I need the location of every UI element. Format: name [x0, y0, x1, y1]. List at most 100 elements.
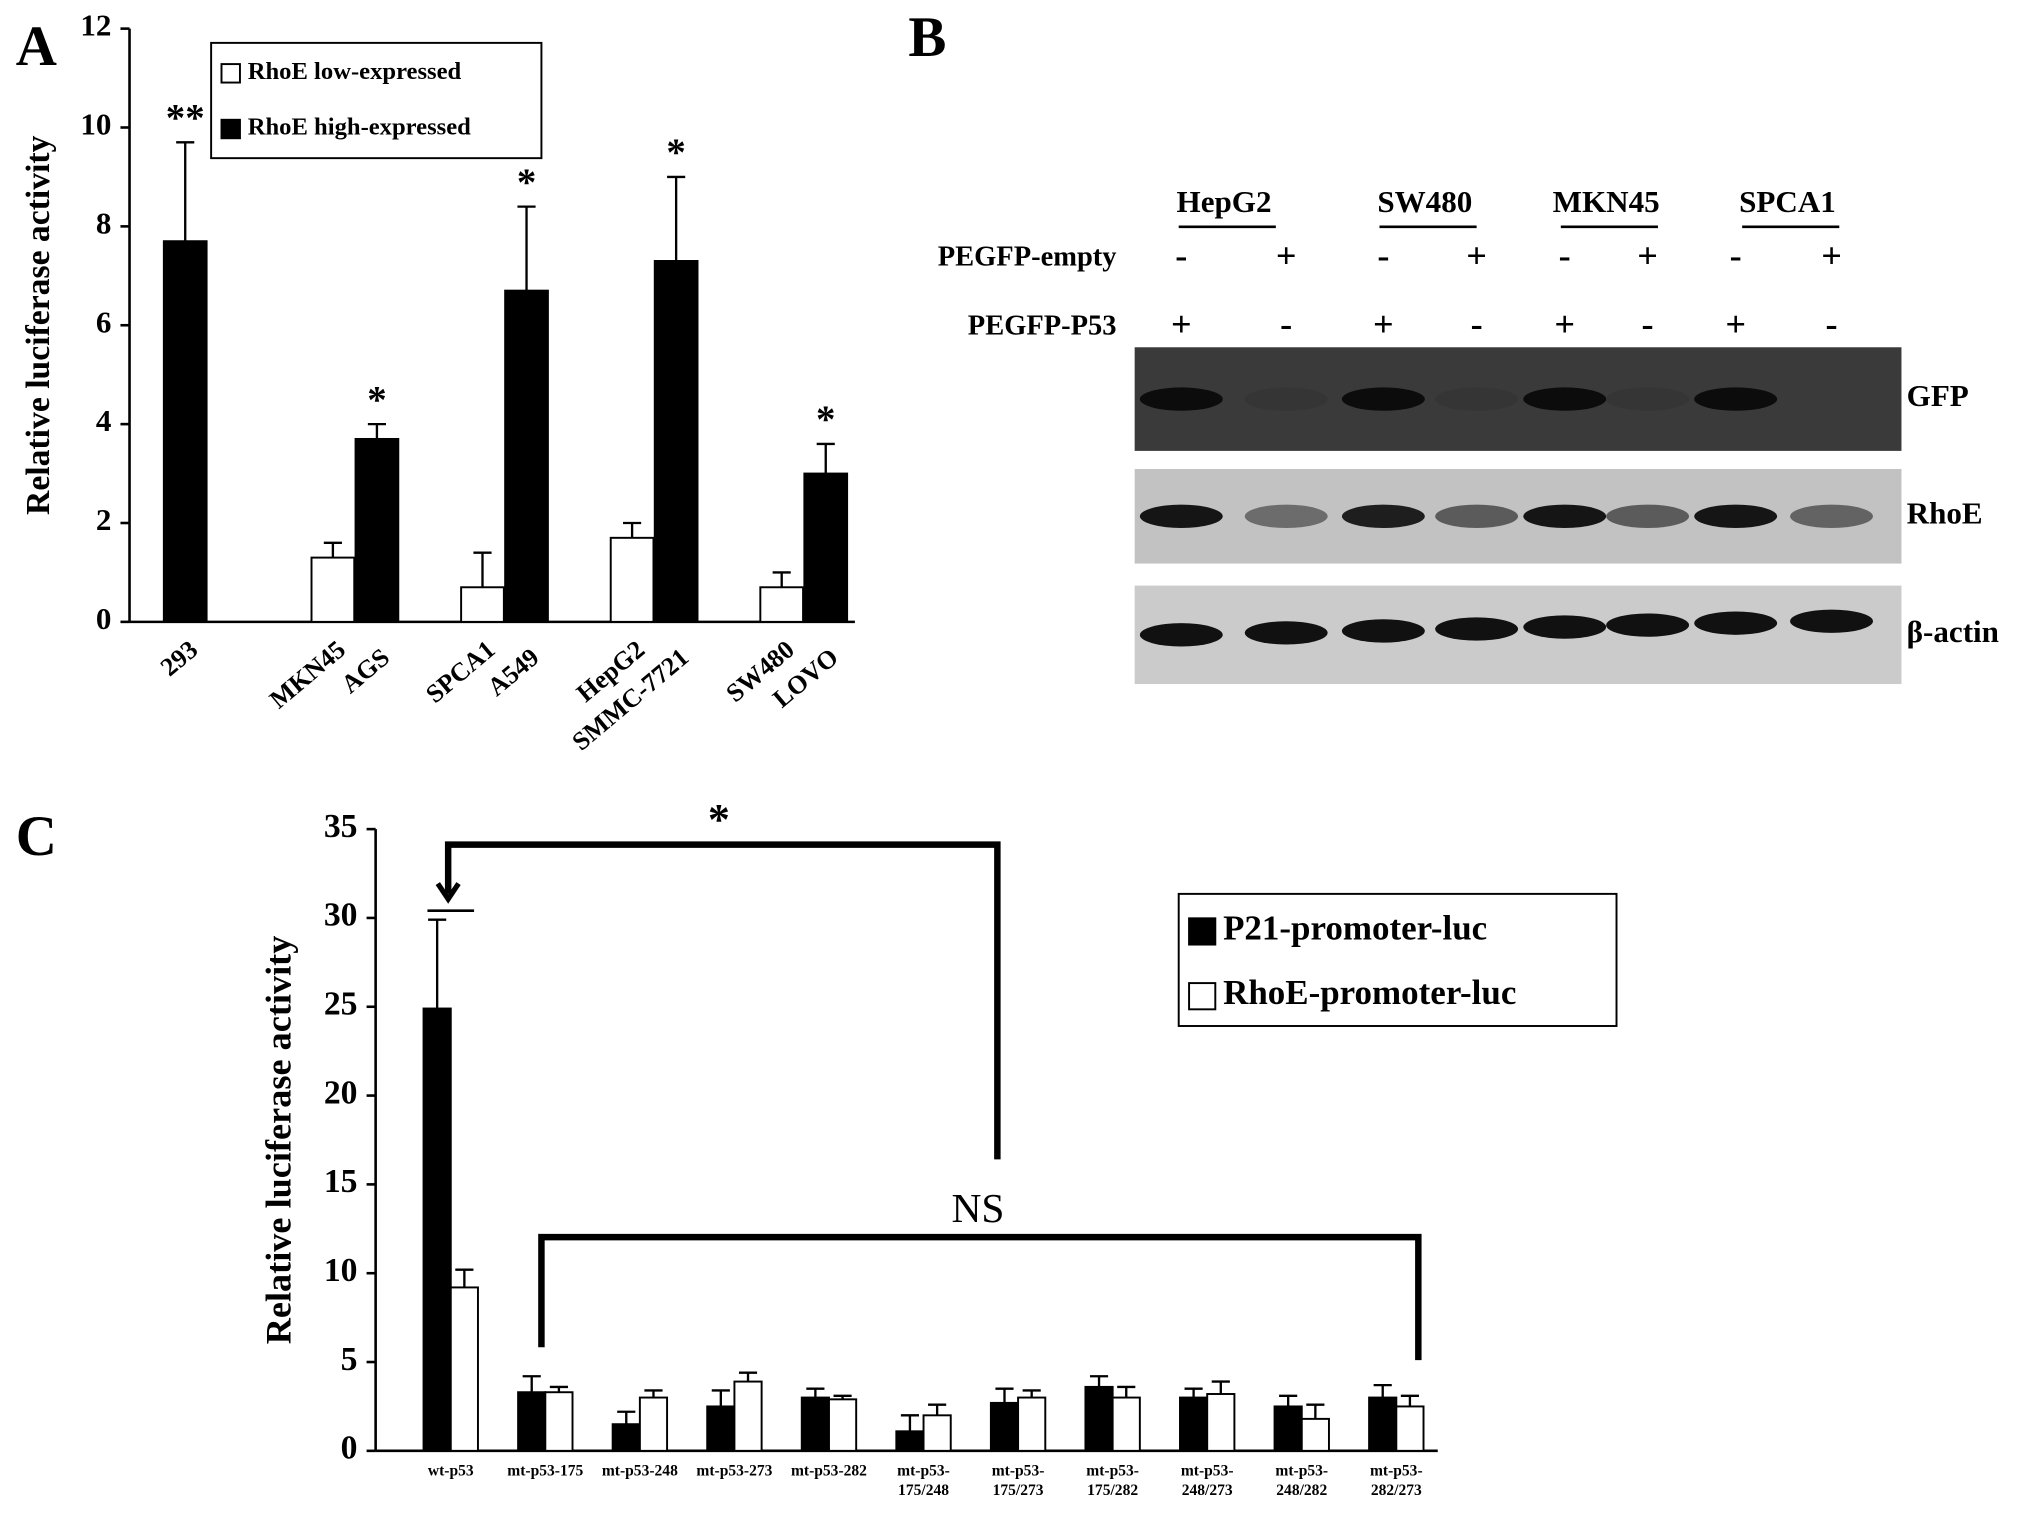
blot-band: [1606, 504, 1690, 528]
blot-band: [1523, 387, 1607, 411]
x-tick-label-box: mt-p53-282: [790, 1461, 867, 1480]
error-bar: [176, 141, 195, 242]
significance-label: NS: [951, 1185, 1004, 1231]
x-tick-label: mt-p53-248/282: [1275, 1461, 1329, 1499]
error-bar: [455, 1268, 474, 1288]
blot-band: [1523, 504, 1607, 528]
x-tick-label: mt-p53-248/273: [1180, 1461, 1234, 1499]
blot-band: [1244, 504, 1328, 528]
blot-band: [1606, 613, 1690, 637]
bar: [653, 260, 699, 623]
error-bar: [549, 1385, 568, 1393]
band-label: GFP: [1907, 378, 1969, 413]
sign: -: [1471, 304, 1483, 344]
error-bar: [522, 1375, 541, 1393]
y-tick-label: 12: [80, 8, 111, 43]
legend-swatch: [220, 63, 241, 84]
bar: [517, 1391, 547, 1452]
error-bar: [517, 205, 536, 291]
x-tick-label-box: mt-p53-248: [601, 1461, 678, 1480]
bar: [733, 1380, 763, 1452]
error-bar: [428, 918, 447, 1009]
band-label: β-actin: [1907, 614, 1999, 649]
bar: [310, 556, 356, 623]
blot-band: [1694, 504, 1778, 528]
x-tick-label-box: mt-p53-248/282: [1275, 1461, 1329, 1499]
significance-label: *: [816, 398, 835, 441]
x-tick-label-box: wt-p53: [428, 1461, 474, 1479]
error-bar: [623, 521, 642, 538]
x-tick-label-box: mt-p53-248/273: [1180, 1461, 1234, 1499]
bar: [449, 1286, 479, 1452]
x-tick-label: mt-p53-273: [696, 1461, 773, 1480]
y-tick-label: 20: [324, 1074, 358, 1111]
x-tick-label: mt-p53-282: [790, 1461, 867, 1480]
bar: [828, 1398, 858, 1452]
bar: [504, 289, 549, 623]
blot-band: [1435, 617, 1519, 641]
x-tick-label-box: mt-p53-175/273: [992, 1461, 1045, 1499]
blot-band: [1435, 387, 1519, 411]
legend-swatch: [1188, 917, 1217, 946]
significance-label: *: [666, 131, 685, 174]
bar: [544, 1391, 574, 1452]
bar: [706, 1405, 736, 1452]
panel-letter: B: [908, 6, 946, 69]
blot-band: [1435, 504, 1519, 528]
error-bar: [1117, 1385, 1136, 1398]
error-bar: [617, 1410, 636, 1425]
x-tick-label: mt-p53-282/273: [1369, 1461, 1423, 1499]
bar: [1273, 1405, 1303, 1452]
significance-label: *: [708, 795, 730, 844]
sign: +: [1554, 304, 1575, 344]
blot-band: [1606, 387, 1690, 411]
x-tick-label-box: mt-p53-175/248: [897, 1461, 950, 1499]
error-bar: [1022, 1389, 1041, 1398]
cell-line-label: SW480: [1377, 184, 1472, 219]
x-tick-label: mt-p53-175/248: [897, 1461, 950, 1499]
sign: +: [1821, 236, 1842, 276]
error-bar: [473, 551, 492, 588]
blot-band: [1139, 387, 1223, 411]
x-tick-label: mt-p53-248: [601, 1461, 678, 1480]
error-bar: [806, 1387, 825, 1398]
bar: [609, 536, 655, 623]
error-bar: [833, 1394, 852, 1400]
error-bar: [772, 571, 791, 588]
y-tick-label: 4: [96, 403, 112, 438]
error-bar: [667, 175, 686, 261]
bar: [1111, 1396, 1141, 1452]
significance-label: *: [517, 161, 536, 204]
bar: [800, 1396, 830, 1452]
blot-band: [1341, 504, 1425, 528]
row-label: PEGFP-P53: [968, 310, 1117, 341]
legend-label: RhoE high-expressed: [248, 114, 471, 141]
y-tick-label: 2: [96, 502, 112, 537]
error-bar: [816, 442, 835, 474]
bar: [460, 586, 505, 623]
x-tick-label-box: mt-p53-282/273: [1369, 1461, 1423, 1499]
sign: -: [1175, 236, 1187, 276]
blot-band: [1790, 504, 1873, 528]
y-tick-label: 0: [96, 601, 112, 636]
cell-line-label: HepG2: [1177, 184, 1272, 219]
band-label: RhoE: [1907, 495, 1983, 530]
bar: [922, 1414, 952, 1452]
legend-swatch: [1188, 982, 1217, 1011]
error-bar: [1373, 1383, 1392, 1398]
x-tick-label-box: mt-p53-175/282: [1086, 1461, 1139, 1499]
sign: +: [1171, 304, 1192, 344]
bar: [1206, 1393, 1236, 1452]
sign: -: [1825, 304, 1837, 344]
bar: [162, 240, 208, 623]
blot-band: [1244, 387, 1328, 411]
blot-band: [1139, 623, 1223, 647]
y-tick-label: 35: [324, 808, 358, 845]
bar: [1368, 1396, 1398, 1452]
y-tick-label: 10: [80, 107, 111, 142]
legend-label: P21-promoter-luc: [1223, 908, 1487, 947]
error-bar: [711, 1389, 730, 1407]
